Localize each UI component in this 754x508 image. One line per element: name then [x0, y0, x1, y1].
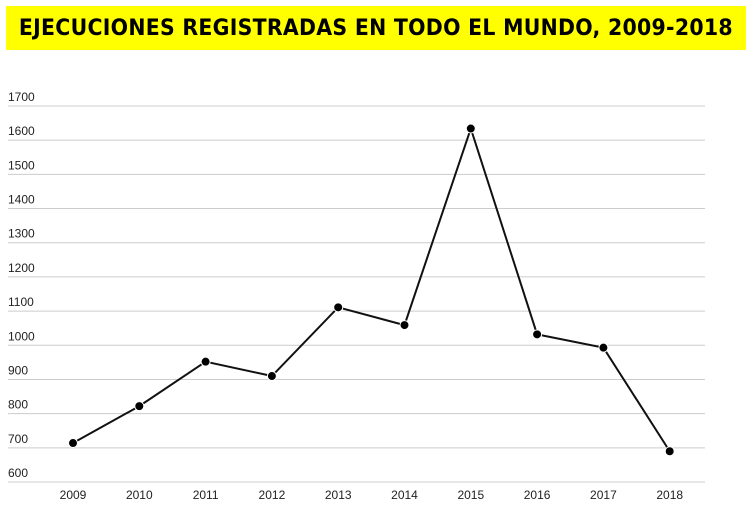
gridlines — [8, 105, 705, 483]
data-point — [333, 302, 344, 313]
y-tick-label: 1300 — [8, 227, 35, 241]
y-tick-label: 600 — [8, 466, 28, 480]
y-tick-label: 1000 — [8, 329, 35, 343]
y-tick-label: 900 — [8, 363, 28, 377]
data-point — [266, 371, 277, 382]
x-tick-label: 2012 — [259, 488, 286, 502]
data-point — [68, 438, 78, 449]
y-tick-label: 700 — [8, 432, 28, 446]
data-point — [200, 356, 211, 367]
data-point — [134, 401, 145, 412]
x-tick-label: 2018 — [656, 488, 683, 502]
x-tick-label: 2017 — [590, 488, 617, 502]
y-tick-label: 1600 — [8, 124, 35, 138]
x-tick-label: 2013 — [325, 488, 352, 502]
title-banner: EJECUCIONES REGISTRADAS EN TODO EL MUNDO… — [6, 6, 746, 50]
y-tick-label: 1700 — [8, 90, 35, 104]
data-point — [399, 320, 410, 331]
y-tick-label: 1100 — [8, 295, 34, 309]
data-point — [664, 446, 675, 457]
data-point — [532, 329, 543, 340]
series-line — [72, 125, 671, 452]
y-tick-label: 1400 — [8, 193, 35, 207]
x-tick-label: 2014 — [391, 488, 418, 502]
x-axis-labels: 2009 2010 2011 2012 2013 2014 2015 2016 2017 2018 — [60, 488, 684, 502]
x-tick-label: 2010 — [126, 488, 153, 502]
x-tick-label: 2011 — [193, 488, 219, 502]
y-tick-label: 1200 — [8, 261, 35, 275]
data-points — [68, 123, 675, 457]
y-axis-labels: 600 700 800 900 1000 1100 1200 1300 1400 1500 1600… — [8, 90, 35, 480]
chart-title: EJECUCIONES REGISTRADAS EN TODO EL MUNDO… — [18, 15, 734, 41]
y-tick-label: 800 — [8, 398, 28, 412]
data-point — [465, 123, 476, 134]
x-tick-label: 2016 — [524, 488, 551, 502]
y-tick-label: 1500 — [8, 158, 35, 172]
x-tick-label: 2015 — [457, 488, 484, 502]
data-point — [598, 342, 609, 353]
x-tick-label: 2009 — [60, 488, 87, 502]
